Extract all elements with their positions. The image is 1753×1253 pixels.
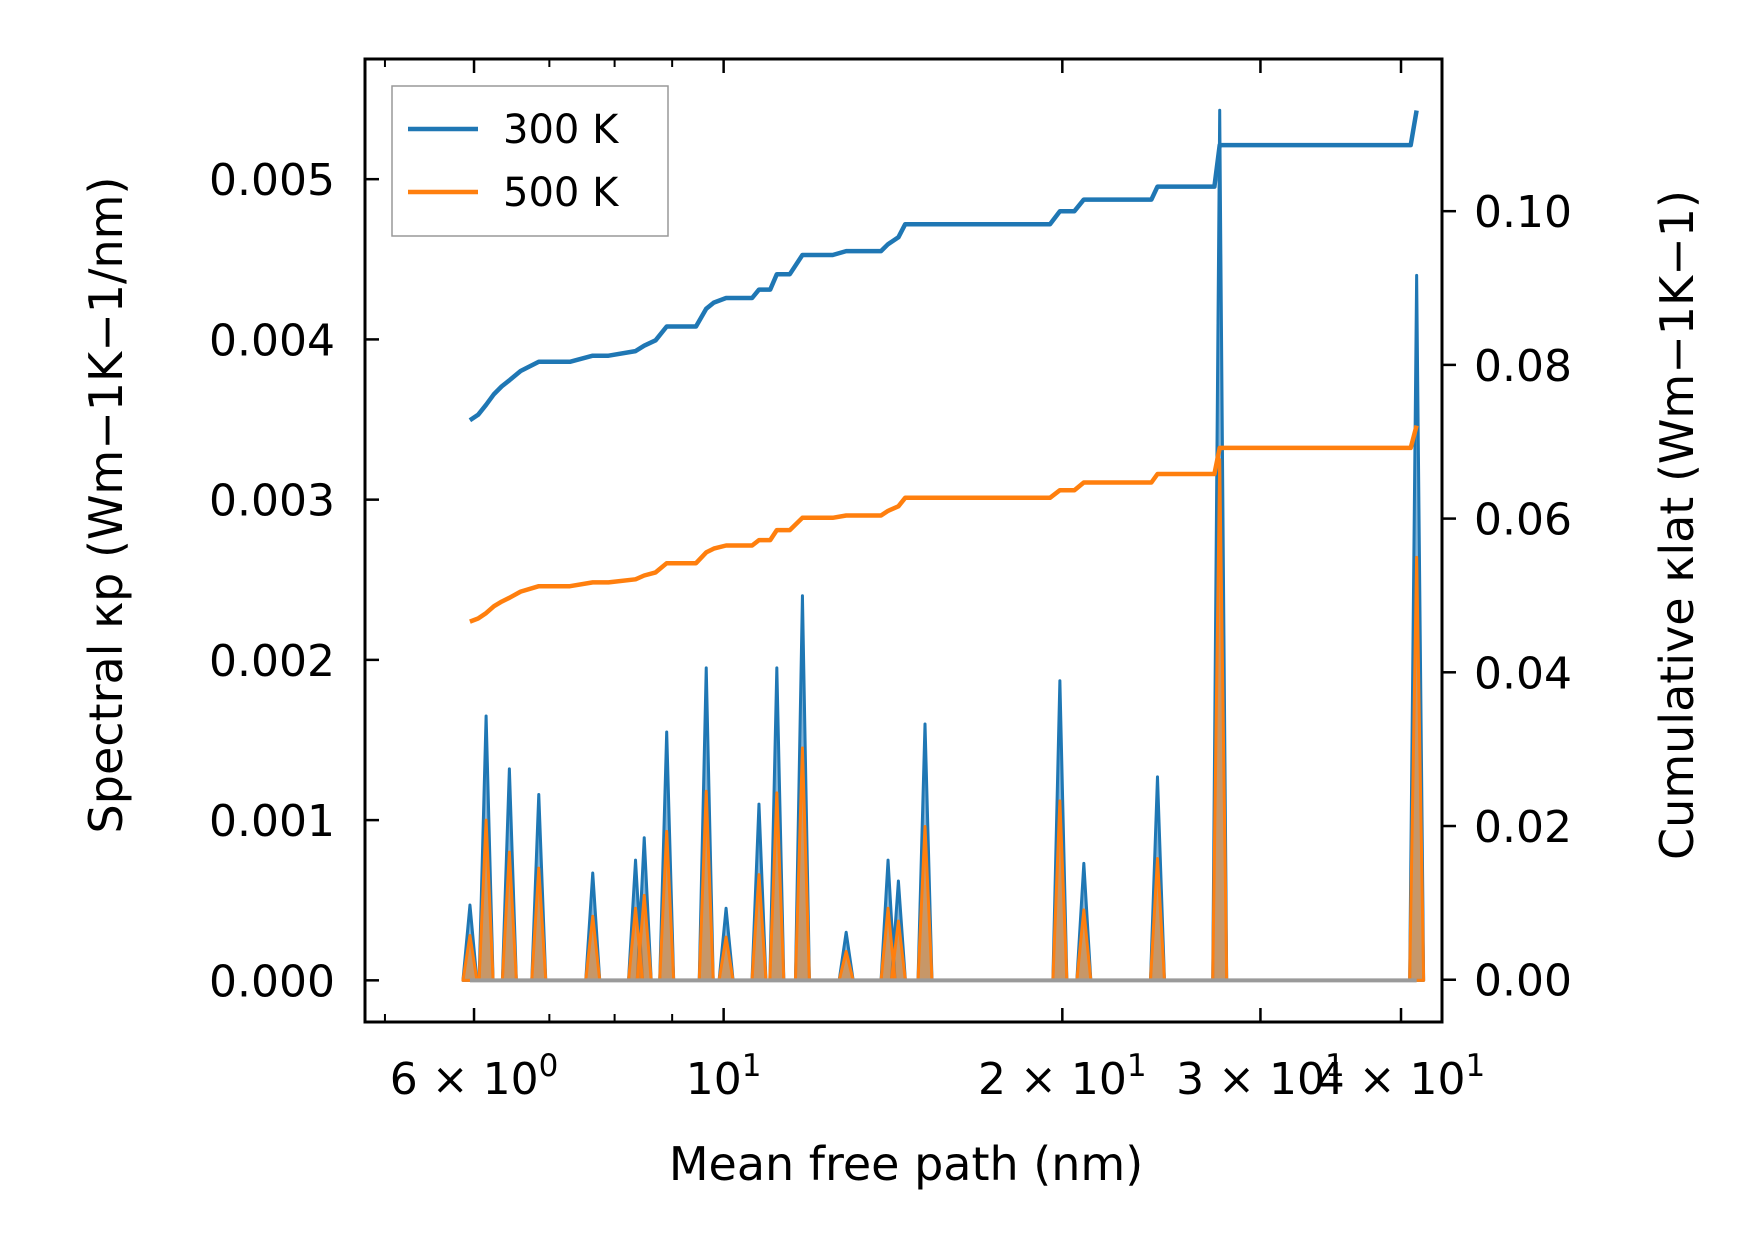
plot-frame [363, 57, 1444, 1024]
axis-ticks [365, 59, 1456, 1022]
legend-label-500k: 500 K [503, 170, 620, 216]
cumulative-line-300k [468, 110, 1419, 423]
x-tick-label: 4 × 101 [1317, 1048, 1486, 1105]
y-axis-right-label: Cumulative κlat (Wm−1K−1) [1650, 190, 1704, 860]
x-tick-label: 101 [686, 1048, 762, 1105]
spectral-fills [461, 108, 1426, 983]
y-left-tick-label: 0.000 [209, 956, 335, 1007]
x-tick-label: 6 × 100 [390, 1048, 559, 1105]
y-left-tick-label: 0.003 [209, 476, 335, 527]
y-right-tick-label: 0.02 [1474, 802, 1572, 853]
y-right-tick-label: 0.06 [1474, 495, 1572, 546]
y-axis-left-label: Spectral κp (Wm−1K−1/nm) [79, 177, 133, 834]
y-left-tick-label: 0.001 [209, 796, 335, 847]
x-tick-label: 2 × 101 [978, 1048, 1147, 1105]
y-right-tick-label: 0.04 [1474, 648, 1572, 699]
y-left-tick-label: 0.002 [209, 636, 335, 687]
x-tick-label: 3 × 101 [1176, 1048, 1345, 1105]
cumulative-lines [468, 110, 1419, 624]
legend-label-300k: 300 K [503, 107, 620, 153]
y-left-tick-label: 0.005 [209, 155, 335, 206]
axis-tick-labels: 0.000 0.001 0.002 0.003 0.004 0.005 0.00 0.02 0.… [209, 155, 1572, 1105]
y-left-tick-label: 0.004 [209, 315, 335, 366]
x-axis-label: Mean free path (nm) [669, 1137, 1143, 1191]
cumulative-line-500k [469, 425, 1419, 624]
y-right-tick-label: 0.10 [1474, 187, 1572, 238]
y-right-tick-label: 0.00 [1474, 956, 1572, 1007]
y-right-tick-label: 0.08 [1474, 341, 1572, 392]
legend-frame [391, 85, 669, 237]
legend: 300 K 500 K [391, 85, 669, 237]
